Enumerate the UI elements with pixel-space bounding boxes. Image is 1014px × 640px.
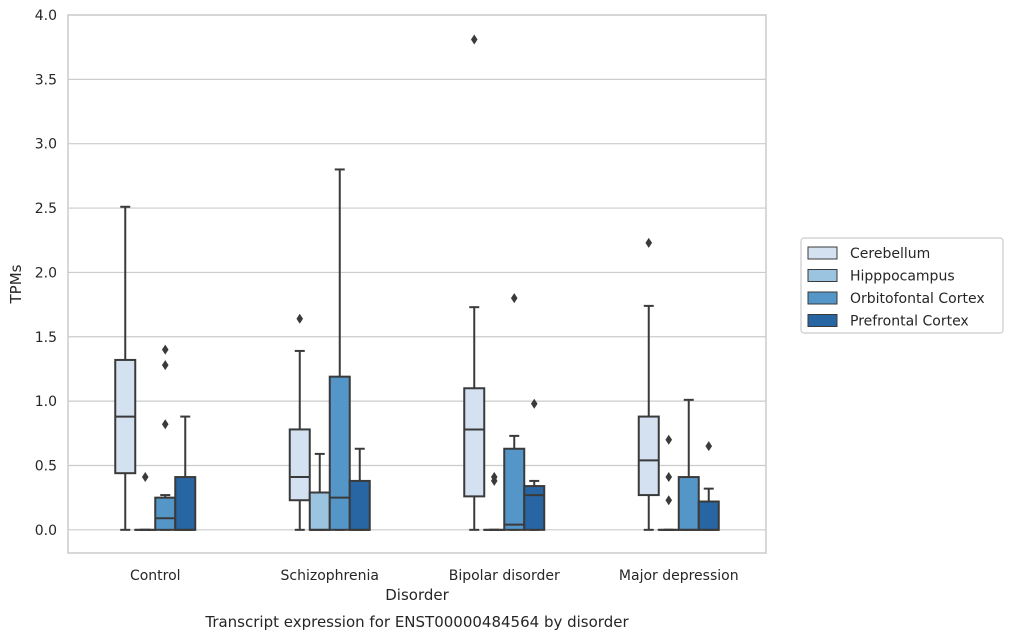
outlier-point — [530, 398, 538, 409]
legend: Cerebellum Hipppocampus Orbitofontal Corte… — [800, 237, 1004, 334]
y-tick-label: 4.0 — [35, 8, 57, 24]
x-tick-label: Schizophrenia — [281, 568, 379, 584]
outlier-point — [665, 472, 673, 483]
box-body — [677, 476, 700, 531]
outlier-point — [161, 419, 169, 430]
y-tick-label: 0.5 — [35, 458, 57, 474]
box-orbitofontal-cortex — [154, 344, 177, 531]
box-body — [348, 479, 371, 531]
x-axis-ticks: Control Schizophrenia Bipolar disorder Majo… — [130, 568, 739, 584]
outlier-point — [705, 441, 713, 452]
box-body — [308, 491, 331, 531]
box-body — [328, 375, 351, 531]
box-body — [637, 415, 660, 497]
outlier-point — [296, 313, 304, 324]
box-orbitofontal-cortex — [503, 293, 526, 531]
box-cerebellum — [463, 34, 486, 531]
outlier-point — [161, 360, 169, 371]
box-cerebellum — [637, 237, 660, 531]
box-hipppocampus — [657, 434, 680, 531]
box-hipppocampus — [483, 472, 506, 531]
legend-label: Prefrontal Cortex — [850, 314, 969, 330]
box-body — [697, 500, 720, 531]
box-prefrontal-cortex — [523, 398, 546, 531]
box-body — [523, 485, 546, 531]
y-tick-label: 3.0 — [35, 137, 57, 153]
box-cerebellum — [114, 205, 137, 531]
outlier-point — [665, 434, 673, 445]
outlier-point — [161, 344, 169, 355]
box-hipppocampus — [134, 472, 157, 531]
y-tick-label: 2.0 — [35, 265, 57, 281]
x-axis-label: Disorder — [385, 586, 449, 604]
y-axis-label: TPMs — [7, 264, 25, 304]
box-orbitofontal-cortex — [328, 168, 351, 531]
outlier-point — [490, 472, 498, 483]
outlier-point — [510, 293, 518, 304]
legend-label: Cerebellum — [850, 246, 930, 262]
x-tick-label: Control — [130, 568, 181, 584]
legend-swatch — [807, 269, 838, 282]
legend-swatch — [807, 314, 838, 327]
y-tick-label: 2.5 — [35, 201, 57, 217]
outlier-point — [470, 34, 478, 45]
box-body — [288, 428, 311, 502]
box-body — [503, 447, 526, 531]
legend-swatch — [807, 246, 838, 260]
legend-label: Orbitofontal Cortex — [850, 291, 985, 307]
box-prefrontal-cortex — [697, 441, 720, 531]
y-tick-label: 0.0 — [35, 523, 57, 539]
legend-frame — [800, 237, 1004, 334]
outlier-point — [665, 495, 673, 506]
box-body — [174, 476, 197, 531]
chart-caption: Transcript expression for ENST0000048456… — [204, 613, 629, 631]
outlier-point — [645, 237, 653, 248]
box-prefrontal-cortex — [348, 447, 371, 531]
box-series — [114, 34, 720, 531]
box-hipppocampus — [308, 452, 331, 531]
box-body — [463, 387, 486, 498]
legend-label: Hipppocampus — [850, 269, 955, 285]
grid-lines — [68, 14, 766, 531]
x-tick-label: Major depression — [619, 568, 739, 584]
box-orbitofontal-cortex — [677, 398, 700, 531]
x-tick-label: Bipolar disorder — [449, 568, 560, 584]
y-tick-label: 3.5 — [35, 72, 57, 88]
outlier-point — [141, 472, 149, 483]
box-cerebellum — [288, 313, 311, 531]
y-tick-label: 1.5 — [35, 330, 57, 346]
box-body — [154, 496, 177, 531]
y-axis-ticks: 0.0 0.5 1.0 1.5 2.0 2.5 3.0 3.5 4.0 — [35, 8, 57, 539]
plot-frame — [67, 14, 767, 554]
box-prefrontal-cortex — [174, 415, 197, 531]
legend-swatch — [807, 291, 838, 305]
y-tick-label: 1.0 — [35, 394, 57, 410]
